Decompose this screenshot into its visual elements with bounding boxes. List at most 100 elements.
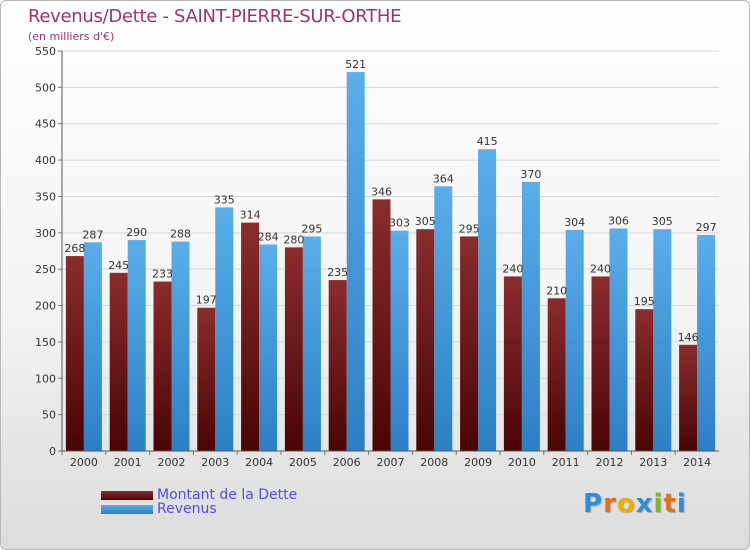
y-tick-label: 450 <box>35 118 56 131</box>
y-tick-label: 500 <box>35 81 56 94</box>
bar-dette <box>591 276 610 451</box>
logo-letter: r <box>603 489 617 519</box>
data-label: 233 <box>152 268 173 281</box>
y-tick-label: 350 <box>35 190 56 203</box>
data-label: 287 <box>82 228 103 241</box>
y-tick-label: 0 <box>49 445 56 458</box>
data-label: 346 <box>371 185 392 198</box>
bar-dette <box>547 298 566 451</box>
bar-dette <box>460 236 479 451</box>
data-label: 295 <box>301 222 322 235</box>
bar-dette <box>679 344 698 451</box>
bar-revenus <box>83 242 102 451</box>
y-tick-label: 250 <box>35 263 56 276</box>
y-axis-ticks: 0 50 100 150 200 250 300 350 400 450 500 550 <box>35 45 62 458</box>
x-tick-label: 2009 <box>464 456 492 469</box>
data-label: 288 <box>170 228 191 241</box>
logo-letter: i <box>676 489 687 519</box>
data-label: 235 <box>327 266 348 279</box>
legend-label-dette: Montant de la Dette <box>157 487 298 503</box>
data-label: 335 <box>214 193 235 206</box>
y-tick-label: 100 <box>35 372 56 385</box>
data-label: 314 <box>240 209 261 222</box>
bar-revenus <box>697 235 716 451</box>
x-tick-label: 2000 <box>70 456 98 469</box>
data-label: 280 <box>283 233 304 246</box>
bar-revenus <box>127 240 146 451</box>
data-label: 521 <box>345 58 366 71</box>
bar-revenus <box>478 149 497 451</box>
logo-letter: P <box>583 489 604 519</box>
logo-letter: i <box>653 489 664 519</box>
data-label: 304 <box>564 216 585 229</box>
x-tick-label: 2014 <box>683 456 711 469</box>
bar-dette <box>241 222 260 451</box>
x-tick-label: 2003 <box>201 456 229 469</box>
x-tick-label: 2004 <box>245 456 273 469</box>
logo-letter: o <box>616 489 636 519</box>
data-label: 305 <box>652 215 673 228</box>
data-label: 195 <box>634 295 655 308</box>
legend-swatch-dette <box>101 490 153 500</box>
bar-revenus <box>259 244 278 451</box>
x-tick-label: 2002 <box>158 456 186 469</box>
data-label: 210 <box>546 284 567 297</box>
bar-revenus <box>171 241 190 451</box>
y-tick-label: 400 <box>35 154 56 167</box>
y-tick-label: 50 <box>42 409 56 422</box>
x-axis-ticks: 2000 2001 2002 2003 2004 2005 2006 2007 2008 2009… <box>61 451 711 469</box>
bars <box>65 72 716 452</box>
legend-item-revenus: Revenus <box>101 502 217 516</box>
data-label: 240 <box>590 262 611 275</box>
bar-dette <box>416 229 435 451</box>
data-label: 240 <box>502 262 523 275</box>
bar-revenus <box>346 72 365 451</box>
bar-dette <box>635 309 654 451</box>
x-tick-label: 2001 <box>114 456 142 469</box>
data-label: 303 <box>389 217 410 230</box>
bar-dette <box>503 276 522 451</box>
chart-title: Revenus/Dette - SAINT-PIERRE-SUR-ORTHE <box>28 6 402 27</box>
y-tick-label: 550 <box>35 45 56 58</box>
bar-revenus <box>565 229 584 451</box>
logo-letter: t <box>663 489 677 519</box>
bar-revenus <box>390 230 409 451</box>
data-label: 305 <box>415 215 436 228</box>
bar-dette <box>328 280 347 451</box>
bar-revenus <box>302 236 321 451</box>
x-tick-label: 2013 <box>639 456 667 469</box>
bar-revenus <box>521 181 540 451</box>
x-tick-label: 2008 <box>420 456 448 469</box>
bar-dette <box>284 247 303 451</box>
chart-subtitle: (en milliers d'€) <box>28 30 115 43</box>
axes <box>61 51 719 452</box>
bar-revenus <box>434 186 453 452</box>
data-label: 290 <box>126 226 147 239</box>
data-label: 364 <box>433 172 454 185</box>
legend-swatch-revenus <box>101 504 153 514</box>
data-label: 284 <box>258 230 279 243</box>
data-label: 268 <box>64 242 85 255</box>
bar-dette <box>109 272 128 451</box>
x-tick-label: 2005 <box>289 456 317 469</box>
data-label: 197 <box>196 294 217 307</box>
data-label: 370 <box>520 168 541 181</box>
data-label: 306 <box>608 214 629 227</box>
y-tick-label: 150 <box>35 336 56 349</box>
bar-dette <box>372 199 391 451</box>
x-tick-label: 2011 <box>552 456 580 469</box>
bar-dette <box>153 281 172 451</box>
bar-revenus <box>609 228 628 451</box>
x-tick-label: 2010 <box>508 456 536 469</box>
bar-revenus <box>215 207 234 451</box>
logo-letter: x <box>635 489 654 519</box>
data-label: 297 <box>696 221 717 234</box>
data-label: 146 <box>678 331 699 344</box>
bar-dette <box>197 307 216 451</box>
legend-item-dette: Montant de la Dette <box>101 488 297 502</box>
proxiti-logo: Proxiti <box>583 489 687 519</box>
bar-dette <box>65 256 84 451</box>
